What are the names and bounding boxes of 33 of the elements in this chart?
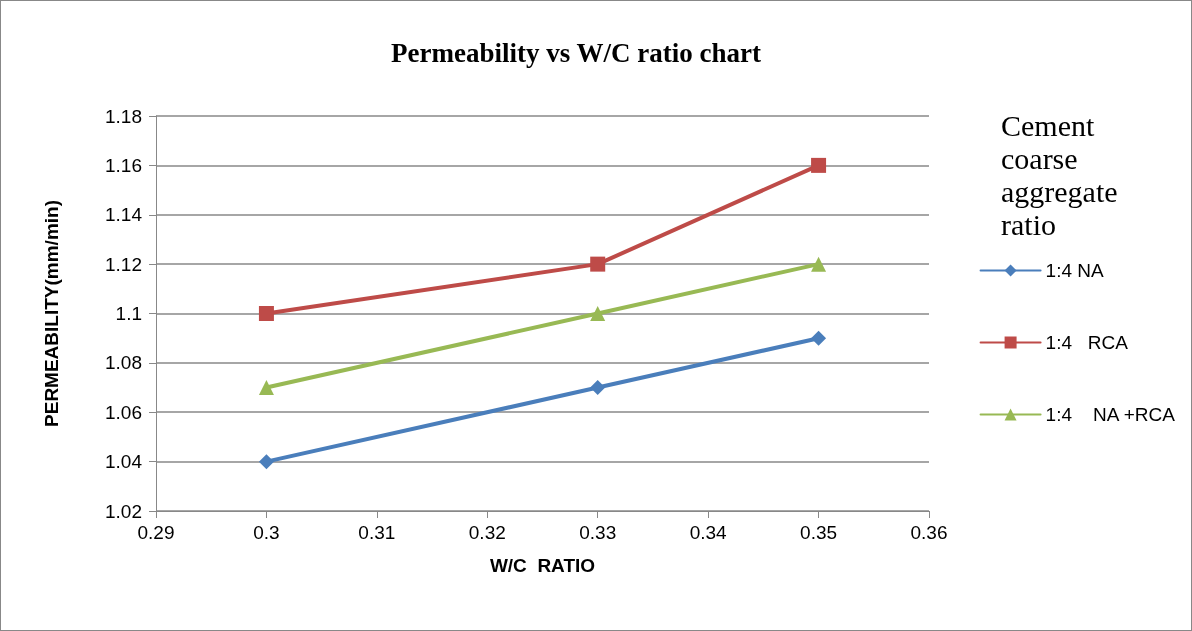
x-tick-label: 0.36 [910, 522, 948, 543]
y-axis-title: PERMEABILITY(mm/min) [41, 200, 62, 427]
y-tick-label: 1.18 [105, 105, 142, 127]
point [590, 256, 606, 272]
legend-title: Cement coarse aggregate ratio [1001, 109, 1126, 241]
point [811, 330, 827, 346]
legend-label: 1:4 RCA [1045, 332, 1129, 353]
point [590, 380, 606, 396]
legend-label: 1:4 NA +RCA [1045, 404, 1176, 425]
x-tick-label: 0.29 [137, 522, 175, 543]
point [590, 306, 606, 321]
point [258, 454, 274, 470]
x-tick-label: 0.32 [468, 522, 506, 543]
chart-title: Permeability vs W/C ratio chart [391, 37, 761, 68]
y-tick-label: 1.04 [105, 451, 143, 473]
y-tick-label: 1.06 [105, 401, 142, 423]
point [258, 306, 274, 321]
x-tick-label: 0.34 [689, 522, 728, 543]
x-tick-label: 0.33 [579, 522, 617, 543]
x-tick-label: 0.35 [800, 522, 838, 543]
x-axis-title: W/C RATIO [489, 555, 596, 576]
x-tick-label: 0.31 [358, 522, 396, 543]
y-tick-label: 1.16 [105, 154, 142, 176]
legend-label: 1:4 NA [1045, 260, 1104, 281]
point [258, 380, 274, 396]
y-tick-label: 1.02 [105, 500, 142, 522]
y-tick-label: 1.14 [105, 204, 143, 226]
x-tick-label: 0.3 [253, 522, 280, 543]
point [811, 157, 827, 173]
y-tick-label: 1.08 [105, 352, 142, 374]
y-tick-label: 1.1 [115, 303, 142, 324]
point [811, 256, 827, 272]
y-tick-label: 1.12 [105, 253, 142, 275]
